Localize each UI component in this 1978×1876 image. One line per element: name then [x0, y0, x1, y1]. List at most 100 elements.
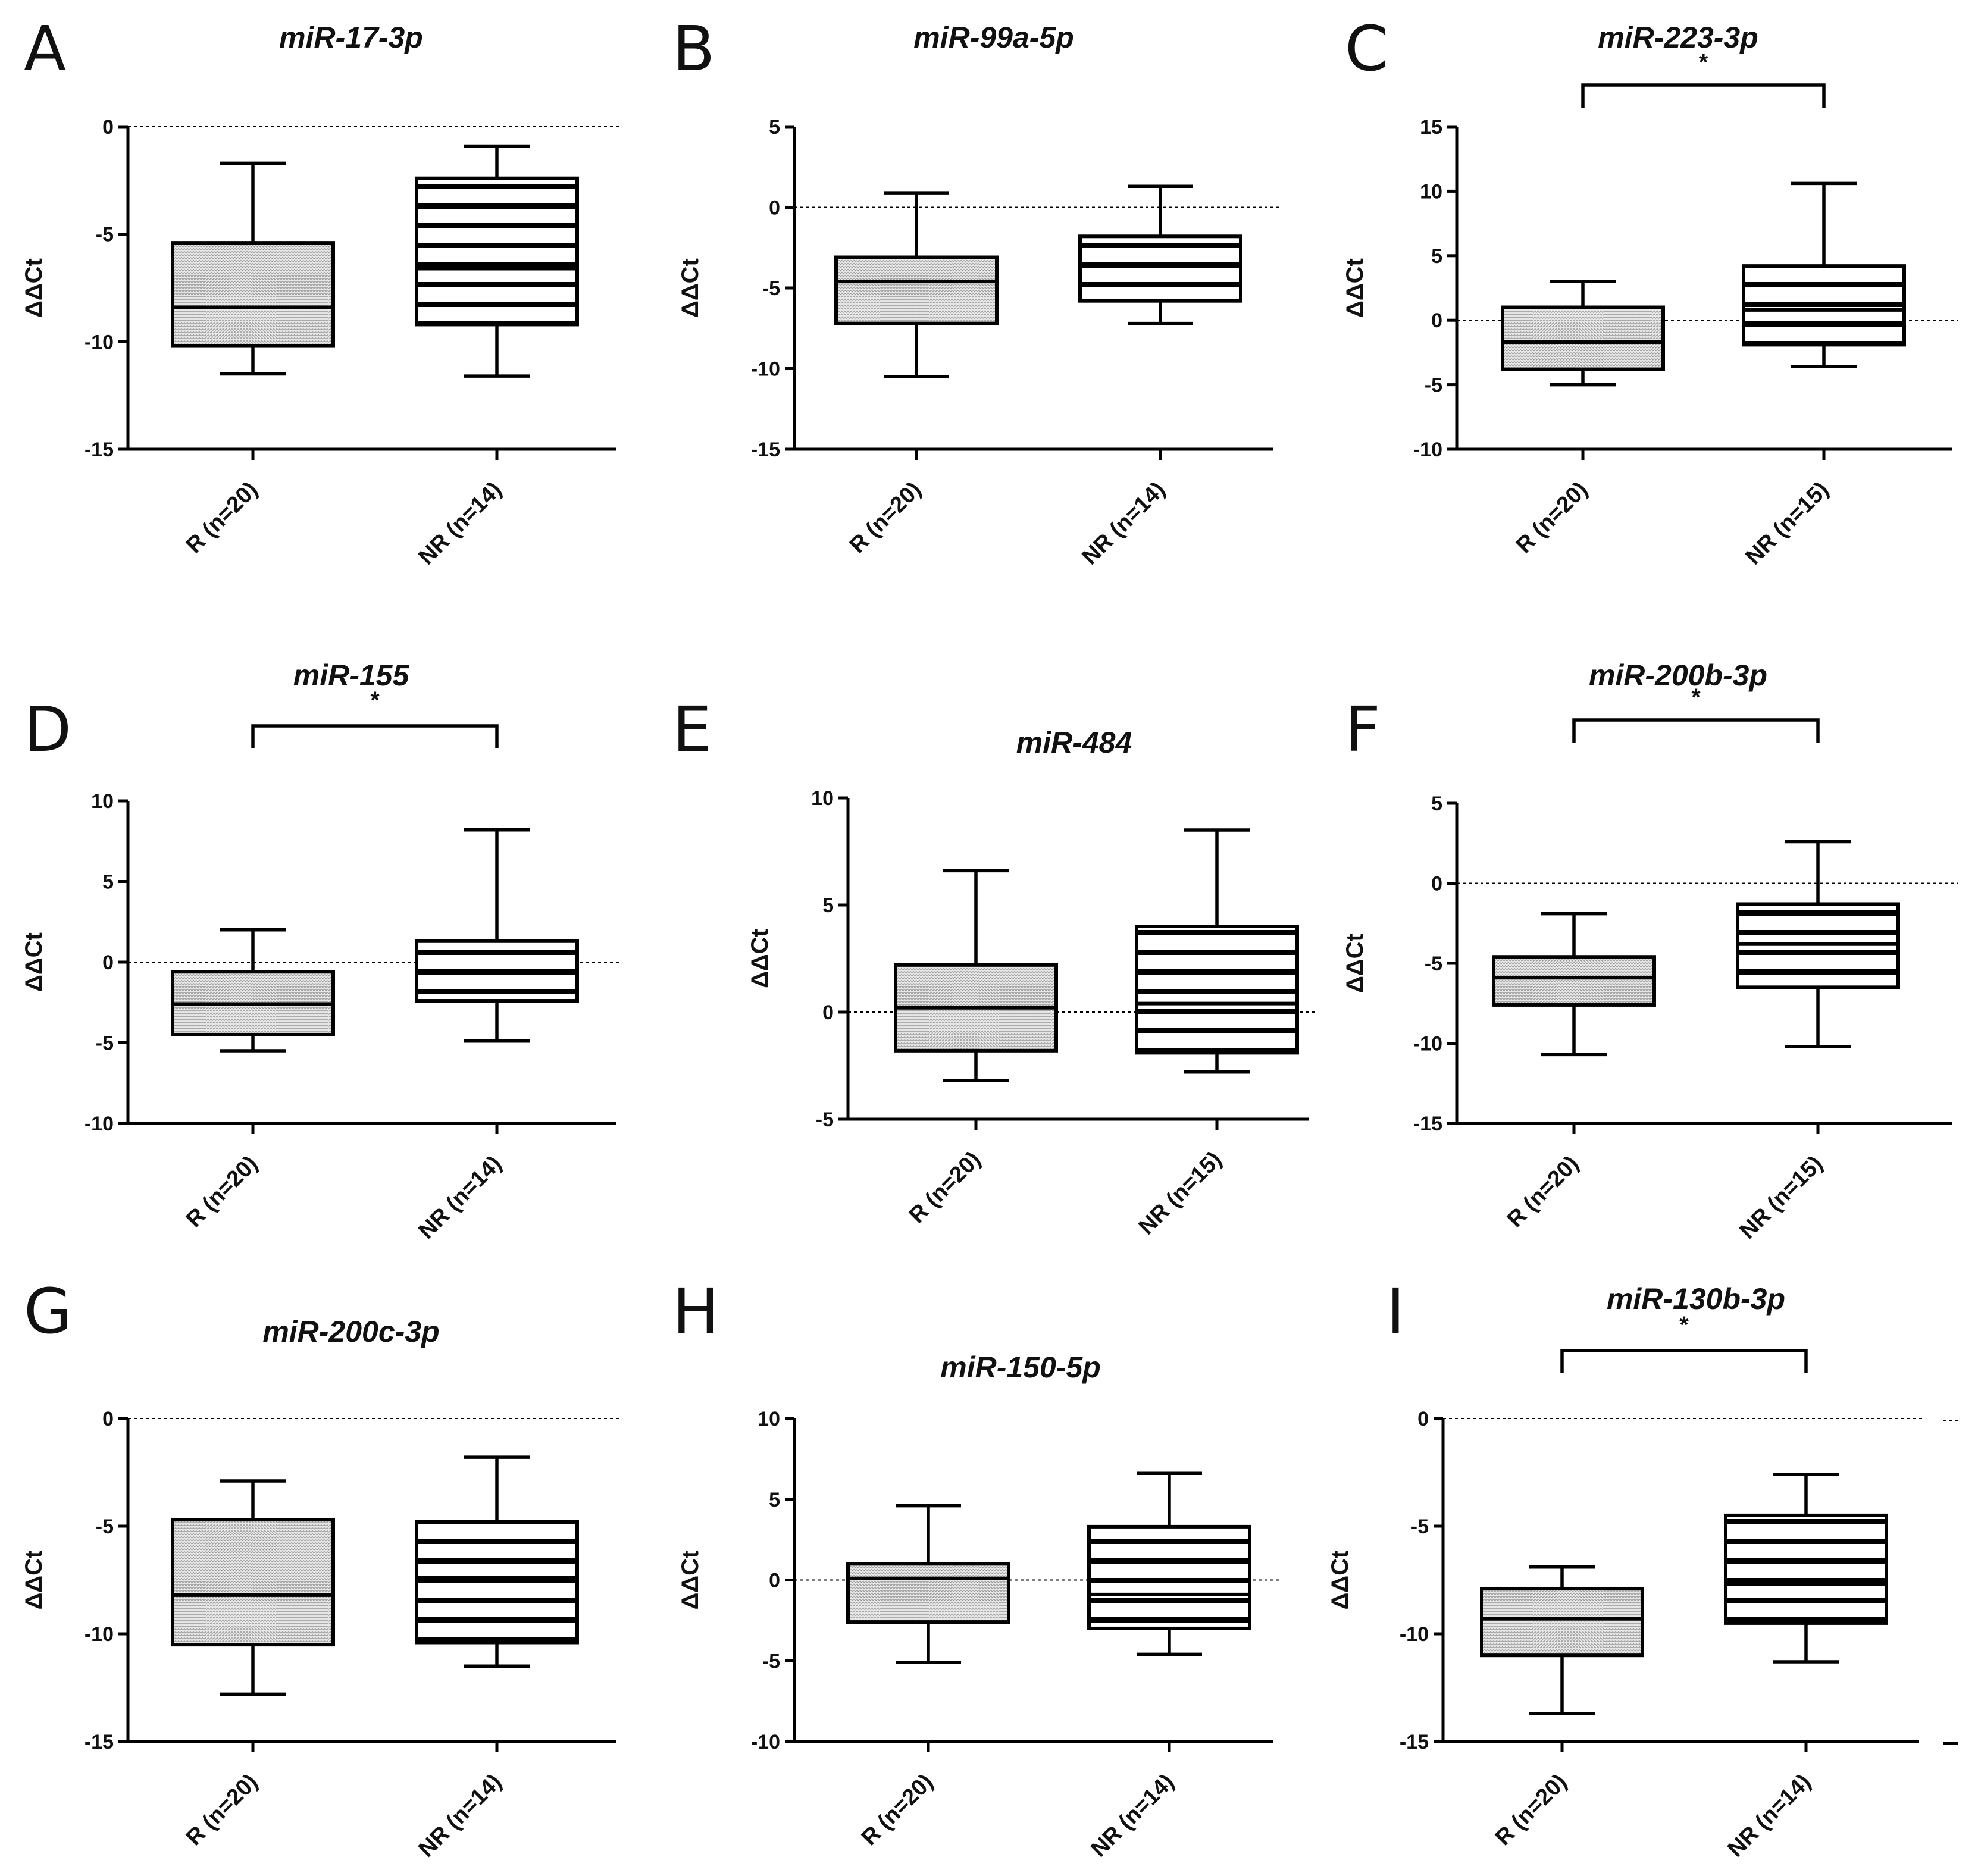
x-category-label: NR (n=15) [1735, 1151, 1828, 1244]
x-category-label: NR (n=14) [414, 1769, 507, 1862]
y-tick-label: 10 [811, 787, 834, 810]
y-axis-label: ΔΔCt [1342, 934, 1368, 993]
box-nr [415, 1455, 579, 1668]
box-nr [1724, 1473, 1888, 1664]
box-nr [415, 828, 579, 1043]
y-axis-label: ΔΔCt [21, 932, 47, 992]
y-tick-label: 10 [91, 790, 114, 813]
y-tick-label: -10 [1400, 1623, 1429, 1646]
chart-title: miR-200c-3p [262, 1315, 439, 1348]
y-axis-label: ΔΔCt [677, 258, 703, 318]
y-tick-label: 0 [1417, 1408, 1429, 1430]
y-axis-label: ΔΔCt [677, 1551, 703, 1610]
iqr-box [171, 241, 335, 348]
y-axis-label: ΔΔCt [21, 258, 47, 318]
x-category-label: NR (n=14) [1723, 1769, 1816, 1862]
y-tick-label: -5 [1411, 1515, 1429, 1538]
box-r [171, 1479, 335, 1696]
panel-letter: C [1345, 12, 1388, 85]
x-category-label: R (n=20) [857, 1769, 938, 1850]
y-tick-label: 0 [769, 197, 780, 220]
significance-bracket: * [251, 687, 499, 748]
y-tick-label: 0 [769, 1570, 780, 1592]
panel-letter: A [24, 12, 66, 85]
y-tick-label: -10 [751, 1731, 780, 1753]
y-tick-label: 0 [102, 116, 114, 139]
significance-bracket: * [1581, 49, 1826, 108]
y-tick-label: 0 [102, 1408, 114, 1430]
bracket-line [1581, 83, 1826, 108]
y-tick-label: 0 [822, 1001, 834, 1024]
iqr-box [415, 1520, 579, 1645]
iqr-box [415, 176, 579, 327]
y-tick-label: 5 [102, 871, 114, 894]
panel-letter: G [24, 1275, 72, 1348]
significance-bracket: * [1572, 684, 1820, 743]
y-tick-label: 15 [1420, 116, 1442, 139]
y-tick-label: -5 [1425, 374, 1442, 397]
y-tick-label: -10 [84, 1623, 114, 1646]
significance-marker: * [1691, 684, 1701, 710]
chart-title: miR-223-3p [1598, 21, 1758, 54]
box-nr [1135, 828, 1299, 1074]
x-category-label: NR (n=14) [414, 477, 507, 570]
panel-letter: E [672, 693, 712, 766]
x-category-label: R (n=20) [181, 477, 262, 558]
y-tick-label: -5 [1425, 953, 1442, 975]
x-category-label: R (n=20) [905, 1147, 985, 1228]
iqr-box [1492, 955, 1656, 1007]
y-tick-label: -10 [84, 1113, 114, 1135]
y-tick-label: 5 [1431, 793, 1442, 815]
y-tick-label: -15 [84, 439, 114, 461]
panel-letter: B [672, 12, 715, 85]
y-tick-label: -5 [96, 1515, 114, 1538]
x-category-label: NR (n=15) [1741, 477, 1834, 570]
x-category-label: NR (n=15) [1134, 1147, 1227, 1240]
iqr-box [1135, 925, 1299, 1055]
y-tick-label: -15 [1400, 1731, 1429, 1753]
y-tick-label: -15 [1413, 1113, 1442, 1135]
iqr-box [1742, 264, 1906, 347]
bracket-line [251, 724, 499, 748]
iqr-box [1480, 1586, 1644, 1658]
box-nr [415, 144, 579, 378]
y-tick-label: 5 [769, 1489, 780, 1511]
x-category-label: NR (n=14) [414, 1151, 507, 1244]
significance-marker: * [370, 687, 380, 713]
iqr-box [171, 1518, 335, 1647]
bracket-line [1572, 718, 1820, 743]
iqr-box [846, 1562, 1010, 1624]
y-tick-label: 10 [758, 1408, 780, 1430]
iqr-box [1724, 1513, 1888, 1625]
y-tick-label: -10 [1413, 1033, 1442, 1056]
y-tick-label: 0 [102, 951, 114, 974]
panel-letter: H [672, 1275, 719, 1348]
y-tick-label: 10 [1420, 180, 1442, 203]
box-r [171, 161, 335, 376]
y-tick-label: -10 [84, 331, 114, 353]
y-tick-label: 5 [1431, 245, 1442, 268]
significance-marker: * [1699, 49, 1708, 76]
bracket-line [1560, 1349, 1808, 1373]
y-axis-label: ΔΔCt [21, 1551, 47, 1610]
y-tick-label: 0 [1431, 309, 1442, 332]
x-category-label: R (n=20) [1503, 1151, 1583, 1232]
x-category-label: R (n=20) [1511, 477, 1592, 558]
chart-title: miR-484 [1016, 726, 1132, 759]
box-nr [1742, 181, 1906, 368]
y-axis-label: ΔΔCt [747, 929, 773, 988]
box-r [1501, 280, 1665, 387]
significance-bracket: * [1560, 1312, 1808, 1373]
x-category-label: NR (n=14) [1078, 477, 1170, 570]
iqr-box [1501, 305, 1665, 371]
y-axis-label: ΔΔCt [1327, 1551, 1353, 1610]
x-category-label: R (n=20) [181, 1769, 262, 1850]
